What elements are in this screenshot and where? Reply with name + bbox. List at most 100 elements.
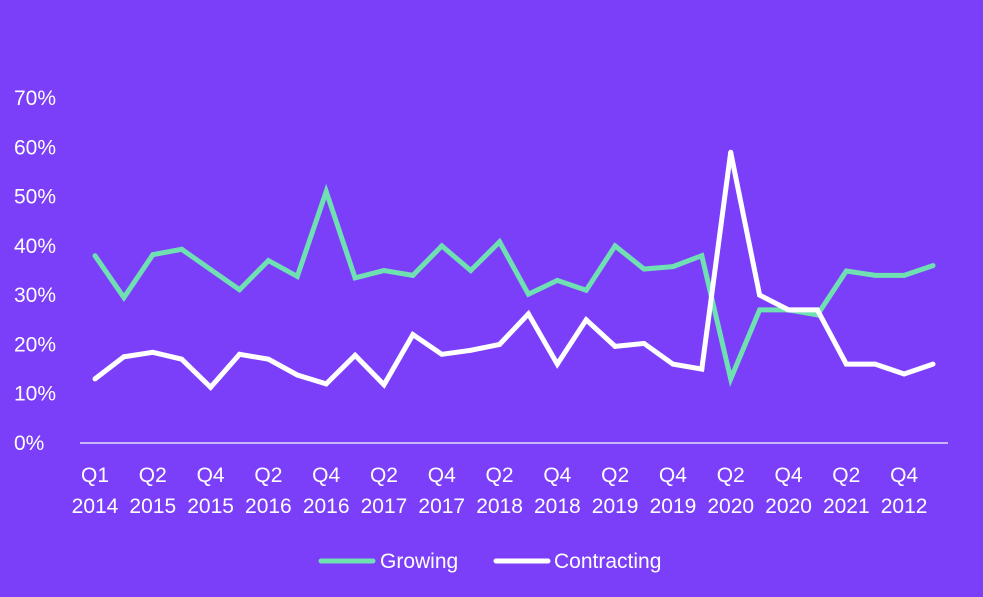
data-point-contracting	[786, 307, 792, 313]
y-tick-label: 20%	[14, 333, 56, 356]
data-point-contracting	[728, 149, 734, 155]
data-point-contracting	[150, 349, 156, 355]
x-tick-quarter: Q1	[81, 464, 109, 487]
data-point-contracting	[236, 351, 242, 357]
data-point-growing	[439, 243, 445, 249]
data-point-growing	[757, 307, 763, 313]
data-point-contracting	[265, 356, 271, 362]
data-point-contracting	[670, 361, 676, 367]
y-tick-label: 50%	[14, 186, 56, 209]
x-tick-year: 2020	[765, 495, 812, 518]
y-tick-label: 70%	[14, 87, 56, 110]
data-point-growing	[728, 376, 734, 382]
x-tick-year: 2017	[418, 495, 465, 518]
data-point-contracting	[323, 381, 329, 387]
data-point-growing	[381, 268, 387, 273]
data-point-contracting	[179, 356, 185, 362]
series-points-growing	[92, 189, 936, 382]
data-point-growing	[901, 272, 907, 278]
x-tick-year: 2016	[303, 495, 350, 518]
y-tick-label: 40%	[14, 235, 56, 258]
x-tick-quarter: Q4	[543, 464, 571, 487]
data-point-growing	[670, 264, 676, 270]
data-point-contracting	[901, 371, 907, 377]
data-point-contracting	[294, 372, 300, 378]
x-tick-quarter: Q4	[428, 464, 456, 487]
x-tick-year: 2021	[823, 495, 870, 518]
x-tick-quarter: Q2	[139, 464, 167, 487]
data-point-contracting	[641, 340, 647, 346]
x-tick-quarter: Q4	[312, 464, 340, 487]
legend-label-growing: Growing	[380, 550, 458, 573]
x-tick-year: 2019	[592, 495, 639, 518]
x-tick-year: 2012	[881, 495, 928, 518]
series-layer	[92, 149, 936, 391]
data-point-growing	[525, 291, 531, 297]
x-tick-quarter: Q2	[254, 464, 282, 487]
data-point-contracting	[843, 361, 849, 367]
data-point-growing	[497, 239, 503, 245]
data-point-contracting	[381, 382, 387, 388]
data-point-contracting	[439, 351, 445, 357]
data-point-growing	[410, 272, 416, 278]
data-point-contracting	[92, 376, 98, 382]
x-tick-year: 2016	[245, 495, 292, 518]
data-point-contracting	[872, 361, 878, 367]
x-tick-quarter: Q4	[890, 464, 918, 487]
x-tick-quarter: Q2	[601, 464, 629, 487]
data-point-growing	[121, 295, 127, 301]
data-point-growing	[843, 268, 849, 274]
data-point-contracting	[757, 292, 763, 298]
data-point-growing	[930, 263, 936, 269]
data-point-growing	[236, 287, 242, 293]
data-point-contracting	[583, 317, 589, 323]
x-tick-year: 2015	[129, 495, 176, 518]
legend: Growing Contracting	[318, 550, 661, 573]
x-tick-year: 2017	[361, 495, 408, 518]
y-tick-label: 60%	[14, 136, 56, 159]
data-point-contracting	[930, 361, 936, 367]
data-point-growing	[554, 277, 560, 283]
data-point-growing	[612, 243, 618, 249]
x-tick-quarter: Q2	[832, 464, 860, 487]
data-point-growing	[699, 253, 705, 259]
data-point-contracting	[612, 343, 618, 349]
data-point-growing	[641, 266, 647, 272]
y-tick-label: 0%	[14, 432, 44, 455]
data-point-growing	[92, 253, 98, 259]
y-tick-label: 30%	[14, 284, 56, 307]
data-point-contracting	[121, 354, 127, 360]
data-point-contracting	[525, 311, 531, 317]
data-point-contracting	[410, 332, 416, 338]
data-point-growing	[352, 275, 358, 281]
x-tick-quarter: Q4	[775, 464, 803, 487]
data-point-contracting	[554, 361, 560, 367]
series-line-growing	[92, 183, 934, 387]
data-point-growing	[150, 252, 156, 258]
series-line-contracting	[93, 151, 934, 391]
data-point-contracting	[699, 366, 705, 372]
y-tick-label: 10%	[14, 383, 56, 406]
x-tick-year: 2014	[72, 495, 119, 518]
x-axis: Q1 2014 Q2 2015 Q4 2015 Q2 2016 Q4 2016 Q2 2017 Q4 20…	[72, 464, 928, 518]
data-point-growing	[265, 258, 271, 264]
x-tick-year: 2015	[187, 495, 234, 518]
x-tick-year: 2018	[476, 495, 523, 518]
data-point-growing	[583, 287, 589, 293]
x-tick-quarter: Q4	[659, 464, 687, 487]
data-point-contracting	[814, 307, 820, 313]
x-tick-quarter: Q2	[486, 464, 514, 487]
data-point-growing	[323, 189, 329, 195]
x-tick-year: 2020	[707, 495, 754, 518]
legend-label-contracting: Contracting	[554, 550, 661, 573]
x-tick-year: 2019	[650, 495, 697, 518]
data-point-growing	[468, 268, 474, 273]
data-point-growing	[294, 273, 300, 279]
data-point-growing	[872, 272, 878, 278]
data-point-contracting	[497, 341, 503, 347]
data-point-contracting	[208, 384, 214, 390]
x-tick-quarter: Q2	[370, 464, 398, 487]
x-tick-year: 2018	[534, 495, 581, 518]
